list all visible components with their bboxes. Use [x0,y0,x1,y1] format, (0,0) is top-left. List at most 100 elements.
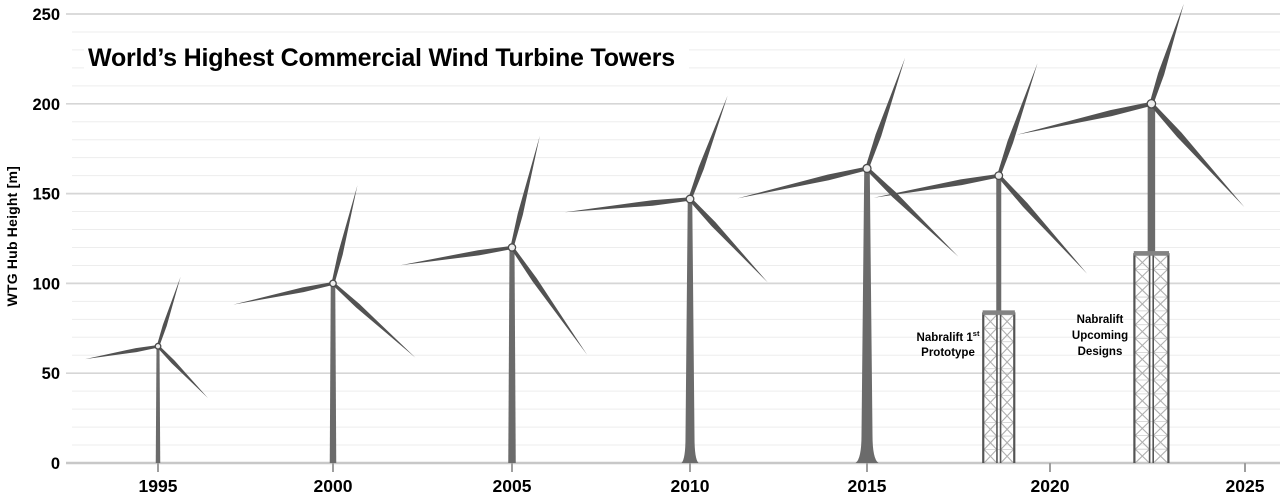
lattice-brace [983,354,998,370]
lattice-brace [1000,327,1014,343]
rotor-hub [329,279,337,288]
rotor-blade [233,281,336,305]
lattice-brace [1153,255,1168,270]
lattice-brace [1134,351,1150,367]
rotor-blade [331,185,358,286]
turbine-2022-6 [1016,3,1245,464]
x-tick-label: 2015 [848,476,887,496]
lattice-brace [1000,435,1014,450]
lattice-brace [1134,365,1150,381]
rotor-hub [1146,98,1157,109]
tower-tube [996,175,1002,313]
lattice-brace [1153,338,1168,353]
annotation-nabralift-first-prototype: Nabralift 1st Prototype [917,326,980,362]
rotor-hub [507,243,517,252]
y-tick-label: 150 [32,186,60,204]
rotor-blade [330,281,416,358]
lattice-brace [1134,434,1150,450]
rotor-blade [996,173,1088,274]
lattice-brace [983,435,998,450]
rotor-blade [864,165,959,257]
y-tick-label: 0 [51,455,60,473]
rotor-blade [1016,101,1154,135]
lattice-brace [1153,448,1168,464]
lattice-brace [1134,296,1150,312]
rotor-blade [156,276,181,349]
rotor-hub [862,163,872,174]
lattice-brace [1134,324,1150,339]
lattice-brace [983,381,998,397]
lattice-brace [983,327,998,343]
rotor-blade [1149,3,1184,107]
lattice-brace [1153,421,1168,436]
lattice-brace [1153,282,1168,298]
lattice-brace [983,449,998,464]
lattice-brace [1153,434,1168,450]
turbine-2018-6 [873,63,1088,464]
turbines [85,3,1245,464]
lattice-brace [1134,282,1150,298]
rotor-blade [400,245,515,266]
lattice-brace [1153,393,1168,409]
rotor-blade [996,63,1038,179]
lattice-brace [1134,393,1150,409]
lattice-brace [1134,255,1150,270]
tower-tubular [855,168,879,463]
lattice-brace [1153,310,1168,326]
tower-tubular [155,346,161,463]
tower-tubular [329,283,337,463]
rotor-blade [510,135,540,250]
tower-tube [1147,103,1156,254]
lattice-brace [1153,351,1168,367]
turbine-1995 [85,276,208,463]
y-tick-label: 200 [32,96,60,114]
lattice-brace [1134,421,1150,436]
x-tick-label: 2025 [1226,476,1265,496]
lattice-brace [1000,422,1014,437]
turbine-2010 [564,95,768,463]
lattice-top-cap [982,310,1015,315]
lattice-brace [1153,407,1168,422]
lattice-brace [1000,408,1014,423]
x-tick-label: 2020 [1031,476,1070,496]
turbine-2005 [400,135,588,463]
lattice-brace [1153,365,1168,381]
lattice-brace [983,341,998,356]
lattice-brace [1153,324,1168,339]
annotation-ordinal-suffix: st [972,329,980,338]
lattice-brace [1000,395,1014,410]
x-axis-ticks: 1995 2000 2005 2010 2015 2020 2025 [139,463,1265,496]
annotation-line: Nabralift 1 [916,331,973,344]
rotor-hub [154,342,162,350]
x-tick-label: 1995 [139,476,178,496]
lattice-brace [1153,379,1168,395]
lattice-brace [1134,407,1150,422]
lattice-brace [1153,269,1168,284]
lattice-brace [1134,338,1150,353]
lattice-brace [983,408,998,423]
lattice-top-cap [1133,251,1169,256]
rotor-blade [1148,101,1245,208]
lattice-brace [1000,381,1014,397]
y-tick-label: 50 [42,365,60,383]
lattice-brace [1134,448,1150,464]
lattice-brace [1000,314,1014,329]
turbine-2000 [233,185,416,463]
y-tick-label: 100 [32,275,60,293]
rotor-blade [85,344,161,360]
rotor-blade [687,196,768,283]
rotor-blade [509,244,588,355]
rotor-blade [687,95,728,202]
lattice-brace [1153,296,1168,312]
annotation-nabralift-upcoming-designs: Nabralift Upcoming Designs [1071,314,1129,358]
rotor-hub [994,171,1004,181]
tower-tubular [508,247,516,463]
lattice-brace [1000,449,1014,464]
lattice-brace [983,368,998,383]
rotor-hub [685,194,695,204]
lattice-brace [1134,310,1150,326]
lattice-brace [1000,341,1014,356]
lattice-brace [1000,354,1014,370]
